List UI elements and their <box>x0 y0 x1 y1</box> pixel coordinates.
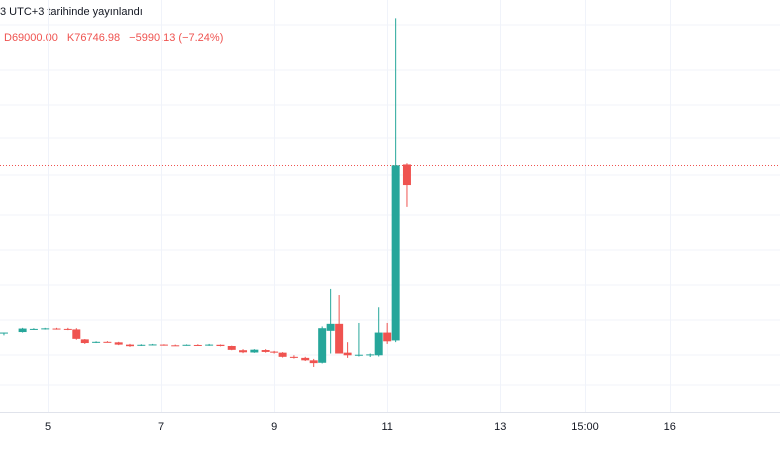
candle <box>318 326 327 364</box>
candle <box>114 341 123 346</box>
candle <box>137 344 146 347</box>
x-tick-label: 15:00 <box>571 421 599 433</box>
candle-body <box>227 346 236 350</box>
candle-body <box>366 354 375 356</box>
candle-body <box>205 344 214 346</box>
ohlc-close: K76746.98 <box>66 32 121 44</box>
candle-body <box>148 344 157 346</box>
candle-body <box>18 328 27 333</box>
candle <box>80 339 89 344</box>
ohlc-legend: D69000.00 K76746.98 −5990.13 (−7.24%) <box>4 32 229 44</box>
candle <box>18 327 27 333</box>
candle <box>343 342 352 358</box>
x-tick-label: 7 <box>158 421 164 433</box>
candle <box>63 327 72 331</box>
x-tick-label: 16 <box>664 421 676 433</box>
candle-body <box>318 328 327 363</box>
candle <box>227 345 236 351</box>
candle <box>52 327 61 330</box>
candle-body <box>137 344 146 346</box>
candles <box>0 18 411 367</box>
candle-body <box>270 351 279 353</box>
candle <box>383 322 392 344</box>
candle-body <box>391 165 400 341</box>
candle <box>159 344 168 346</box>
candle <box>216 344 225 347</box>
candle <box>374 307 383 357</box>
candle <box>126 343 134 347</box>
candle <box>29 328 38 330</box>
candle-body <box>63 328 72 330</box>
candle-body <box>239 350 248 353</box>
candle <box>289 355 298 359</box>
candle <box>193 344 202 346</box>
candle <box>41 327 50 330</box>
ohlc-low: D69000.00 <box>4 32 58 44</box>
candle <box>92 341 101 344</box>
grid-lines <box>0 0 780 413</box>
x-tick-label: 9 <box>271 421 277 433</box>
candle-body <box>126 344 134 347</box>
candle-body <box>92 341 101 343</box>
candle-body <box>216 344 225 347</box>
candle <box>148 343 157 346</box>
candle <box>402 163 411 207</box>
candle-body <box>343 352 352 356</box>
candle <box>103 341 112 343</box>
candle <box>335 295 344 354</box>
candle <box>182 344 191 346</box>
candle-body <box>261 350 270 352</box>
candle-body <box>72 329 81 339</box>
candle-body <box>0 332 8 334</box>
candle-body <box>114 342 123 345</box>
candle <box>171 344 180 347</box>
candle-body <box>402 164 411 186</box>
candle-body <box>159 344 168 346</box>
candle <box>391 18 400 343</box>
ohlc-change: −5990.13 (−7.24%) <box>129 32 224 44</box>
candle <box>250 349 259 353</box>
candle-body <box>278 352 287 357</box>
candle <box>205 343 214 346</box>
candle-body <box>301 357 310 361</box>
candle-body <box>309 360 318 364</box>
candle-body <box>383 332 392 342</box>
time-axis: 5 7 9 11 13 15:00 16 <box>45 421 676 433</box>
candle-body <box>289 356 298 358</box>
candle-body <box>335 323 344 354</box>
candle-body <box>171 345 180 347</box>
candle <box>72 328 81 340</box>
candle <box>309 358 318 367</box>
candle-body <box>326 323 335 331</box>
candle <box>270 350 279 354</box>
candle-body <box>374 332 383 356</box>
candle-body <box>250 349 259 353</box>
candle <box>326 288 335 354</box>
candle <box>239 349 248 354</box>
x-tick-label: 5 <box>45 421 51 433</box>
candle-body <box>193 344 202 346</box>
candle-body <box>103 341 112 343</box>
candle <box>261 349 270 353</box>
candle <box>278 352 287 358</box>
candle-body <box>80 339 89 344</box>
candle-body <box>29 328 38 330</box>
x-tick-label: 11 <box>381 421 392 433</box>
candle-body <box>41 328 50 330</box>
candle <box>354 322 363 357</box>
candle <box>366 353 375 358</box>
candle-body <box>182 344 191 346</box>
x-tick-label: 13 <box>494 421 506 433</box>
published-timestamp: 3 UTC+3 tarihinde yayınlandı <box>0 6 143 18</box>
candle-body <box>52 328 61 330</box>
candle <box>0 332 8 336</box>
candle-body <box>354 354 363 356</box>
candle <box>301 356 310 362</box>
